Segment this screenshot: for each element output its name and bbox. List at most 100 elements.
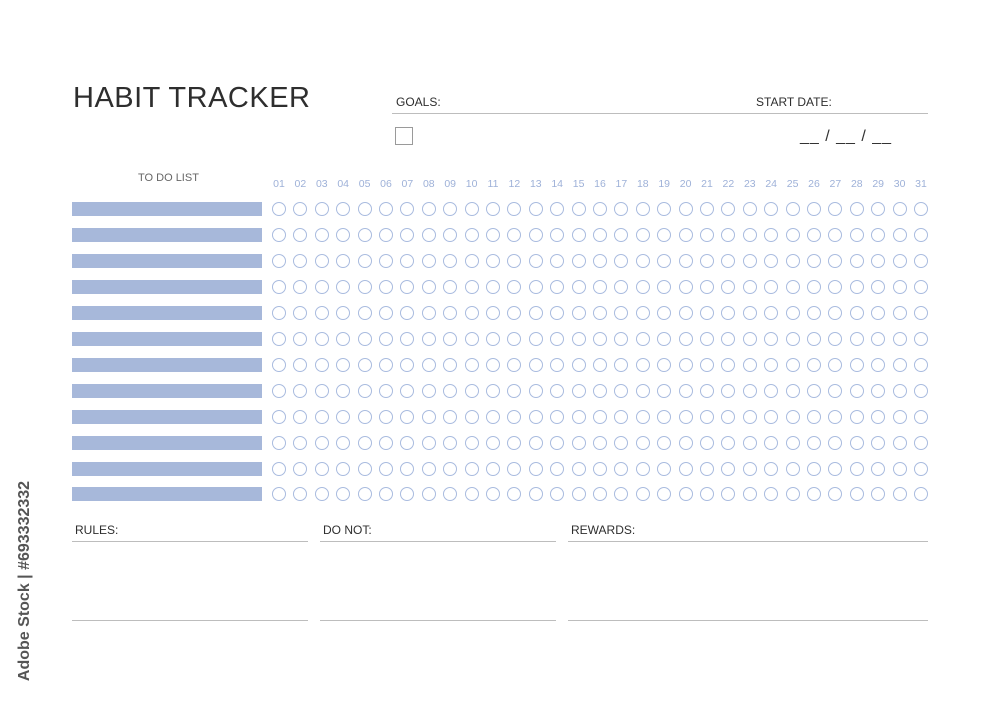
habit-day-circle[interactable]	[272, 227, 286, 242]
habit-day-circle[interactable]	[336, 305, 351, 320]
habit-day-circle[interactable]	[657, 253, 672, 268]
habit-day-circle[interactable]	[528, 202, 543, 216]
habit-day-circle[interactable]	[700, 305, 714, 320]
habit-day-circle[interactable]	[421, 435, 436, 450]
habit-day-circle[interactable]	[914, 461, 928, 476]
habit-day-circle[interactable]	[593, 331, 607, 346]
habit-day-circle[interactable]	[871, 305, 886, 320]
habit-day-circle[interactable]	[357, 435, 372, 450]
habit-day-circle[interactable]	[700, 383, 714, 398]
habit-day-circle[interactable]	[828, 409, 843, 424]
habit-day-circle[interactable]	[657, 305, 672, 320]
habit-day-circle[interactable]	[507, 202, 522, 216]
habit-day-circle[interactable]	[593, 357, 607, 372]
habit-day-circle[interactable]	[272, 253, 286, 268]
habit-day-circle[interactable]	[807, 305, 821, 320]
habit-day-circle[interactable]	[464, 383, 479, 398]
habit-day-circle[interactable]	[635, 383, 650, 398]
habit-day-circle[interactable]	[721, 253, 736, 268]
habit-day-circle[interactable]	[379, 435, 393, 450]
habit-day-circle[interactable]	[871, 253, 886, 268]
habit-day-circle[interactable]	[272, 357, 286, 372]
habit-day-circle[interactable]	[828, 357, 843, 372]
habit-day-circle[interactable]	[721, 331, 736, 346]
habit-day-circle[interactable]	[400, 331, 415, 346]
habit-day-circle[interactable]	[571, 305, 586, 320]
habit-day-circle[interactable]	[336, 253, 351, 268]
habit-day-circle[interactable]	[657, 461, 672, 476]
habit-day-circle[interactable]	[443, 331, 458, 346]
habit-day-circle[interactable]	[464, 227, 479, 242]
habit-day-circle[interactable]	[849, 279, 864, 294]
habit-day-circle[interactable]	[486, 383, 500, 398]
habit-day-circle[interactable]	[657, 487, 672, 502]
habit-day-circle[interactable]	[614, 305, 629, 320]
habit-day-circle[interactable]	[657, 202, 672, 216]
habit-day-circle[interactable]	[807, 409, 821, 424]
habit-day-circle[interactable]	[700, 357, 714, 372]
habit-day-circle[interactable]	[593, 279, 607, 294]
habit-day-circle[interactable]	[871, 383, 886, 398]
habit-day-circle[interactable]	[507, 253, 522, 268]
habit-day-circle[interactable]	[849, 409, 864, 424]
habit-day-circle[interactable]	[528, 435, 543, 450]
habit-day-circle[interactable]	[892, 331, 907, 346]
habit-day-circle[interactable]	[400, 461, 415, 476]
habit-day-circle[interactable]	[571, 383, 586, 398]
habit-day-circle[interactable]	[785, 357, 800, 372]
habit-day-circle[interactable]	[892, 383, 907, 398]
habit-day-circle[interactable]	[357, 383, 372, 398]
habit-day-circle[interactable]	[785, 331, 800, 346]
habit-day-circle[interactable]	[443, 305, 458, 320]
habit-day-circle[interactable]	[571, 435, 586, 450]
habit-day-circle[interactable]	[657, 409, 672, 424]
todo-item-field[interactable]	[72, 435, 262, 450]
habit-day-circle[interactable]	[336, 331, 351, 346]
habit-day-circle[interactable]	[486, 435, 500, 450]
habit-day-circle[interactable]	[914, 305, 928, 320]
habit-day-circle[interactable]	[293, 279, 308, 294]
habit-day-circle[interactable]	[785, 435, 800, 450]
habit-day-circle[interactable]	[336, 435, 351, 450]
habit-day-circle[interactable]	[785, 383, 800, 398]
habit-day-circle[interactable]	[914, 383, 928, 398]
habit-day-circle[interactable]	[379, 331, 393, 346]
habit-day-circle[interactable]	[700, 227, 714, 242]
habit-day-circle[interactable]	[635, 305, 650, 320]
habit-day-circle[interactable]	[314, 487, 329, 502]
habit-day-circle[interactable]	[400, 202, 415, 216]
habit-day-circle[interactable]	[550, 409, 565, 424]
habit-day-circle[interactable]	[550, 383, 565, 398]
habit-day-circle[interactable]	[550, 435, 565, 450]
habit-day-circle[interactable]	[635, 487, 650, 502]
habit-day-circle[interactable]	[400, 383, 415, 398]
habit-day-circle[interactable]	[421, 409, 436, 424]
habit-day-circle[interactable]	[272, 487, 286, 502]
habit-day-circle[interactable]	[849, 227, 864, 242]
habit-day-circle[interactable]	[464, 487, 479, 502]
habit-day-circle[interactable]	[678, 227, 693, 242]
habit-day-circle[interactable]	[828, 253, 843, 268]
habit-day-circle[interactable]	[464, 409, 479, 424]
habit-day-circle[interactable]	[528, 227, 543, 242]
habit-day-circle[interactable]	[635, 202, 650, 216]
habit-day-circle[interactable]	[486, 202, 500, 216]
habit-day-circle[interactable]	[528, 331, 543, 346]
habit-day-circle[interactable]	[914, 227, 928, 242]
habit-day-circle[interactable]	[293, 409, 308, 424]
habit-day-circle[interactable]	[357, 461, 372, 476]
habit-day-circle[interactable]	[293, 435, 308, 450]
habit-day-circle[interactable]	[443, 435, 458, 450]
habit-day-circle[interactable]	[635, 357, 650, 372]
habit-day-circle[interactable]	[314, 461, 329, 476]
habit-day-circle[interactable]	[914, 409, 928, 424]
habit-day-circle[interactable]	[892, 279, 907, 294]
habit-day-circle[interactable]	[721, 305, 736, 320]
habit-day-circle[interactable]	[635, 409, 650, 424]
start-date-field[interactable]: __ / __ / __	[800, 128, 893, 145]
habit-day-circle[interactable]	[443, 227, 458, 242]
habit-day-circle[interactable]	[443, 202, 458, 216]
habit-day-circle[interactable]	[742, 383, 757, 398]
habit-day-circle[interactable]	[528, 461, 543, 476]
habit-day-circle[interactable]	[272, 305, 286, 320]
